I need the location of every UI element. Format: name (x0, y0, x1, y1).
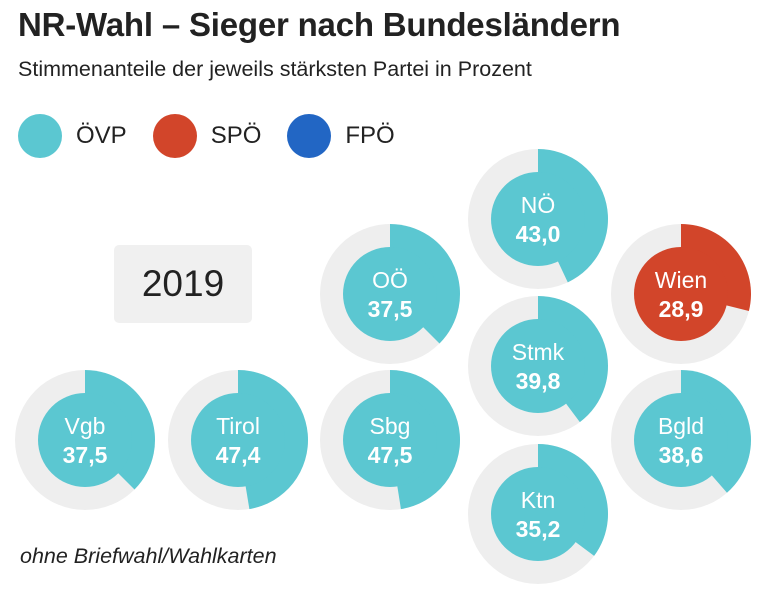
legend-swatch-oevp (18, 114, 62, 158)
inner-disc-tirol (191, 393, 285, 487)
state-stmk: Stmk 39,8 (468, 296, 608, 436)
inner-disc-stmk (491, 319, 585, 413)
inner-disc-ooe (343, 247, 437, 341)
state-value-sbg: 47,5 (368, 442, 413, 468)
legend-swatch-spoe (152, 114, 197, 158)
state-label-bgld: Bgld (658, 413, 704, 439)
inner-disc-wien (634, 247, 728, 341)
inner-disc-noe (491, 172, 585, 266)
state-noe: NÖ 43,0 (468, 149, 608, 289)
state-wien: Wien 28,9 (611, 224, 752, 364)
state-value-ooe: 37,5 (368, 296, 413, 322)
state-value-tirol: 47,4 (216, 442, 261, 468)
state-ktn: Ktn 35,2 (468, 444, 608, 584)
state-value-ktn: 35,2 (516, 516, 561, 542)
legend-swatch-fpoe (287, 114, 332, 158)
state-value-bgld: 38,6 (659, 442, 704, 468)
state-label-stmk: Stmk (512, 339, 565, 365)
state-ooe: OÖ 37,5 (320, 224, 461, 364)
legend-item-fpoe: FPÖ (287, 114, 395, 158)
chart-subtitle: Stimmenanteile der jeweils stärksten Par… (18, 57, 532, 81)
inner-disc-bgld (634, 393, 728, 487)
state-value-wien: 28,9 (659, 296, 704, 322)
inner-disc-ktn (491, 467, 585, 561)
legend: ÖVP SPÖ FPÖ (18, 114, 421, 158)
legend-item-spoe: SPÖ (152, 114, 262, 158)
state-label-noe: NÖ (521, 192, 556, 218)
footnote: ohne Briefwahl/Wahlkarten (20, 544, 277, 568)
chart-title: NR-Wahl – Sieger nach Bundesländern (18, 6, 621, 43)
inner-disc-sbg (343, 393, 437, 487)
state-vgb: Vgb 37,5 (15, 370, 156, 510)
inner-disc-vgb (38, 393, 132, 487)
state-value-stmk: 39,8 (516, 368, 561, 394)
year-label: 2019 (114, 245, 252, 323)
state-label-vgb: Vgb (65, 413, 106, 439)
state-label-tirol: Tirol (216, 413, 260, 439)
legend-item-oevp: ÖVP (18, 114, 127, 158)
state-label-ktn: Ktn (521, 487, 556, 513)
state-bgld: Bgld 38,6 (611, 370, 752, 510)
legend-label-oevp: ÖVP (76, 122, 127, 149)
legend-label-spoe: SPÖ (210, 122, 262, 149)
legend-label-fpoe: FPÖ (345, 122, 395, 149)
state-value-noe: 43,0 (516, 221, 561, 247)
state-label-wien: Wien (655, 267, 707, 293)
state-label-ooe: OÖ (372, 267, 408, 293)
state-label-sbg: Sbg (370, 413, 411, 439)
state-tirol: Tirol 47,4 (168, 370, 309, 510)
state-value-vgb: 37,5 (63, 442, 108, 468)
state-sbg: Sbg 47,5 (320, 370, 461, 510)
